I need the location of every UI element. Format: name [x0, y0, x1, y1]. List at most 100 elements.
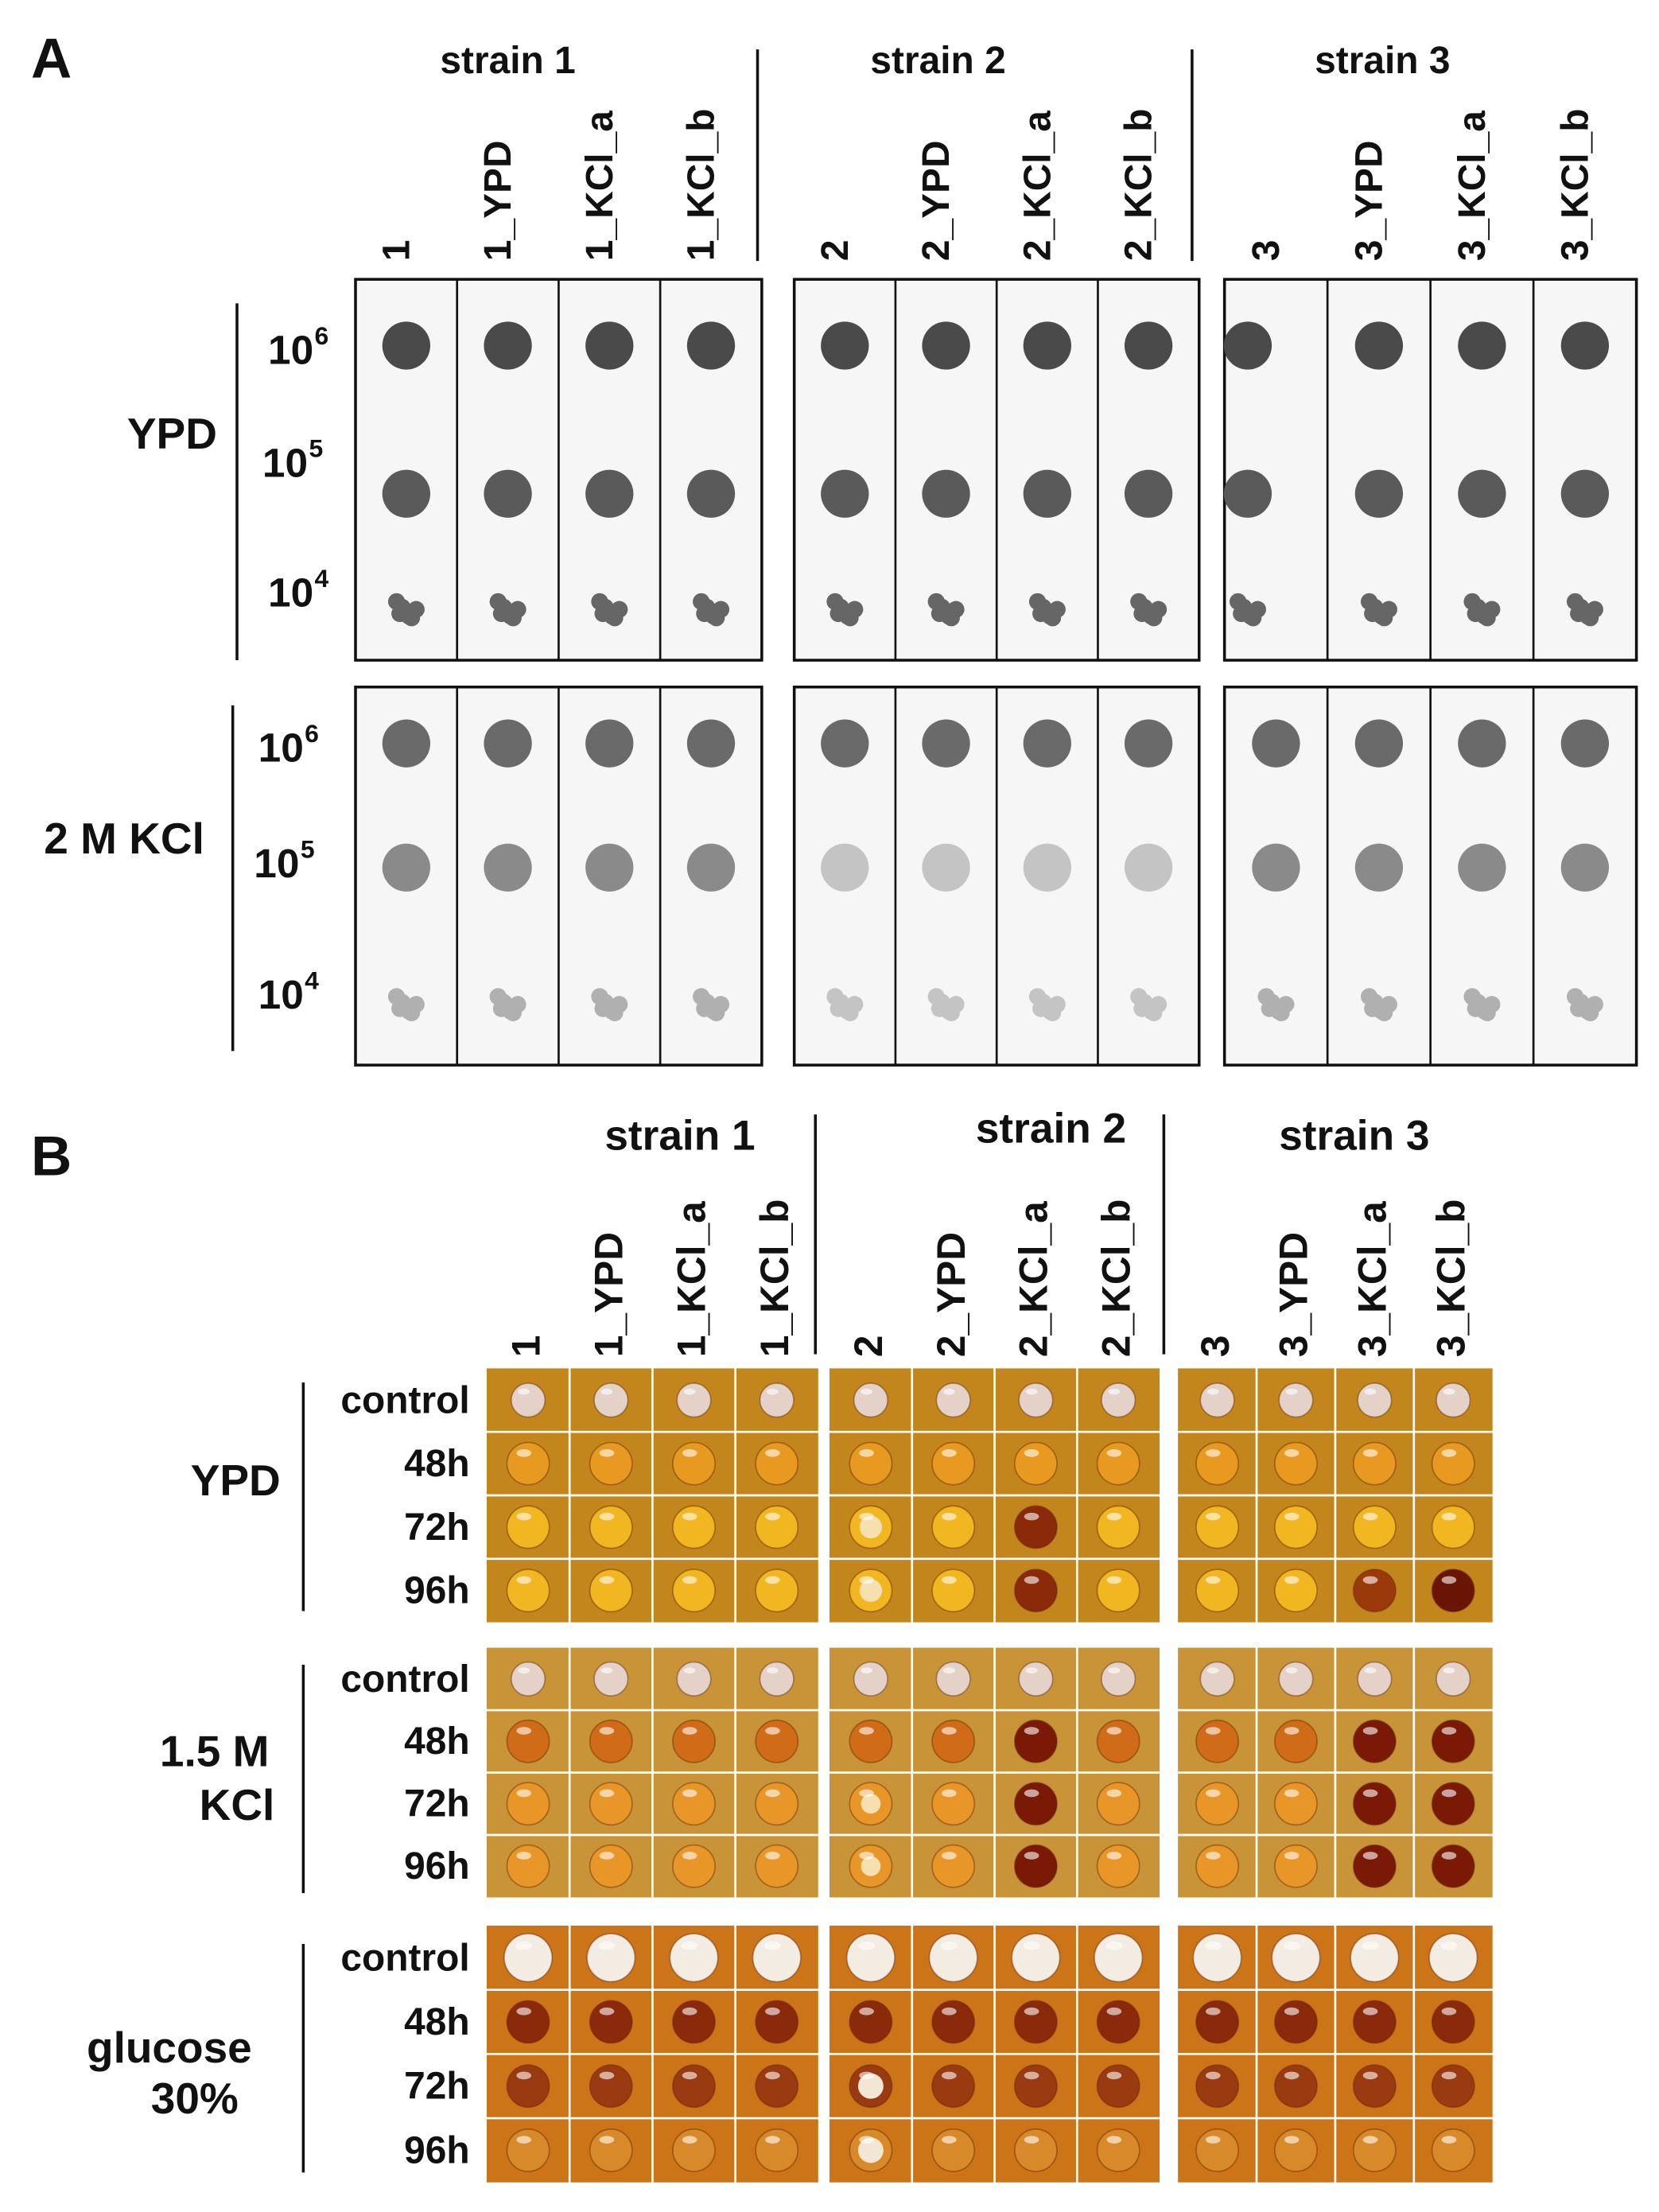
colony-highlight: [681, 1941, 698, 1950]
dilution-exponent: 6: [305, 719, 319, 748]
column-label: 3_YPD: [1348, 140, 1390, 261]
column-label: 2: [814, 239, 857, 261]
colony-highlight: [1284, 1727, 1300, 1735]
colony-spot: [931, 1782, 976, 1826]
strain-label: strain 1: [604, 1112, 755, 1159]
colony-highlight: [942, 1789, 957, 1798]
colony-highlight: [1441, 2071, 1457, 2080]
column-label: 2: [846, 1335, 891, 1358]
colony-spot: [1431, 1719, 1475, 1763]
colony-spot: [671, 2128, 716, 2172]
colony-highlight: [682, 2071, 697, 2080]
colony-spot: [506, 1719, 550, 1763]
colony-highlight: [765, 1727, 780, 1735]
colony-highlight: [861, 1388, 873, 1395]
colony-highlight: [765, 1852, 780, 1860]
colony-highlight: [1362, 2136, 1378, 2144]
colony-spot: [1195, 2064, 1240, 2109]
colony-spot: [671, 1844, 716, 1888]
colony-spot: [755, 1505, 799, 1549]
colony-spot: [1476, 1002, 1494, 1020]
colony-spot: [1354, 719, 1404, 768]
colony-spot: [1273, 2064, 1318, 2109]
time-label: 48h: [404, 1443, 470, 1485]
colony-spot: [755, 2064, 799, 2109]
colony-spot: [1428, 1933, 1478, 1983]
colony-highlight: [599, 1449, 615, 1457]
time-label: control: [340, 1658, 469, 1701]
colony-highlight: [682, 2007, 697, 2016]
colony-highlight: [1205, 1727, 1221, 1735]
colony-spot: [585, 321, 634, 370]
time-label: 72h: [404, 2066, 470, 2108]
colony-highlight: [1108, 1667, 1121, 1674]
colony-highlight: [599, 2136, 615, 2144]
colony-highlight: [1024, 2007, 1039, 2016]
colony-spot: [1013, 2000, 1058, 2044]
colony-highlight: [859, 1727, 874, 1735]
colony-spot: [931, 1719, 976, 1763]
colony-spot: [686, 719, 736, 768]
colony-highlight: [1362, 1449, 1378, 1457]
time-label: 96h: [404, 1570, 470, 1612]
colony-highlight: [1441, 1449, 1457, 1457]
colony-spot: [1142, 1002, 1160, 1020]
colony-center: [859, 1515, 883, 1539]
colony-highlight: [1440, 1941, 1458, 1950]
colony-highlight: [1024, 2136, 1039, 2144]
colony-highlight: [942, 1852, 957, 1860]
colony-highlight: [1362, 1941, 1379, 1950]
colony-spot: [604, 608, 621, 625]
colony-highlight: [1024, 1449, 1039, 1457]
colony-highlight: [942, 1388, 955, 1395]
colony-highlight: [1284, 2071, 1300, 2080]
colony-spot: [589, 2000, 633, 2044]
colony-highlight: [942, 1576, 957, 1584]
colony-highlight: [516, 1789, 532, 1798]
colony-spot: [1431, 1844, 1475, 1888]
colony-spot: [1352, 1569, 1397, 1613]
colony-spot: [1560, 469, 1610, 518]
colony-highlight: [765, 1576, 780, 1584]
colony-highlight: [858, 1941, 876, 1950]
colony-highlight: [1362, 1727, 1378, 1735]
condition-label: 30%: [151, 2074, 239, 2123]
colony-highlight: [1205, 1789, 1221, 1798]
colony-spot: [1458, 843, 1506, 892]
colony-spot: [1352, 2000, 1397, 2044]
colony-highlight: [1205, 1449, 1221, 1457]
colony-highlight: [859, 2071, 874, 2080]
column-label: 2_KCl_b: [1094, 1199, 1138, 1358]
colony-spot: [922, 469, 970, 518]
time-label: 48h: [404, 1720, 470, 1763]
colony-highlight: [1284, 1789, 1300, 1798]
dilution-base: 10: [254, 840, 299, 886]
colony-spot: [1013, 1569, 1058, 1613]
colony-highlight: [683, 1388, 696, 1395]
colony-highlight: [1024, 1789, 1039, 1798]
colony-highlight: [1441, 2007, 1457, 2016]
column-label: 3_KCl_b: [1554, 109, 1596, 262]
colony-highlight: [1205, 1576, 1221, 1584]
colony-highlight: [599, 2007, 615, 2016]
colony-spot: [1124, 321, 1173, 370]
column-label: 2_KCl_b: [1118, 109, 1160, 262]
colony-spot: [755, 1441, 799, 1486]
colony-highlight: [1441, 1576, 1457, 1584]
colony-spot: [382, 321, 431, 370]
colony-spot: [671, 2064, 716, 2109]
colony-spot: [1096, 1441, 1140, 1486]
colony-spot: [484, 321, 532, 370]
colony-spot: [593, 1382, 629, 1418]
colony-spot: [1096, 2000, 1140, 2044]
colony-highlight: [1024, 1576, 1039, 1584]
colony-spot: [1373, 608, 1391, 625]
colony-highlight: [1441, 2136, 1457, 2144]
colony-highlight: [599, 1512, 615, 1521]
colony-spot: [821, 321, 869, 370]
colony-highlight: [599, 1852, 615, 1860]
colony-spot: [589, 1505, 633, 1549]
colony-spot: [1011, 1933, 1061, 1983]
colony-spot: [1096, 1505, 1140, 1549]
